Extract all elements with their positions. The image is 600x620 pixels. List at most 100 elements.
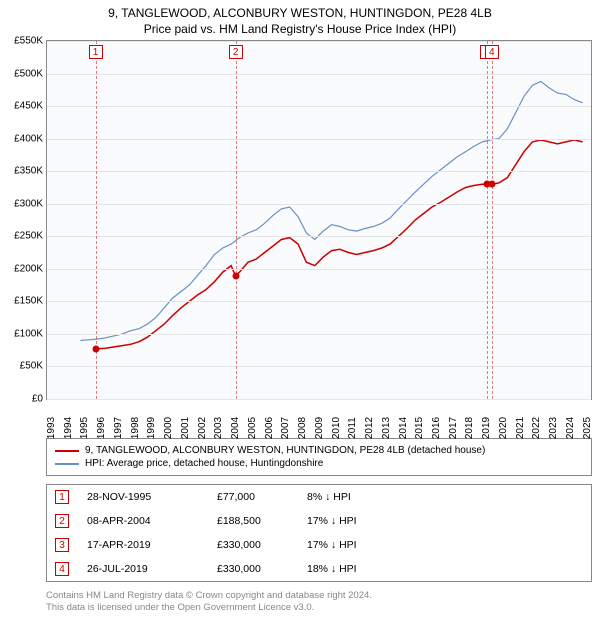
sale-price: £77,000 <box>217 491 307 503</box>
x-axis-label: 2016 <box>431 417 442 439</box>
x-axis-label: 2019 <box>481 417 492 439</box>
sale-diff: 17% ↓ HPI <box>307 539 583 551</box>
gridline <box>47 236 591 237</box>
plot-area: 1234 <box>47 41 591 399</box>
sale-row-number: 3 <box>55 538 69 552</box>
x-axis-label: 2015 <box>414 417 425 439</box>
y-axis-label: £100K <box>1 328 43 339</box>
x-axis-label: 2017 <box>448 417 459 439</box>
sale-marker-number: 1 <box>89 45 103 59</box>
legend-swatch <box>55 463 79 465</box>
gridline <box>47 171 591 172</box>
x-axis-label: 2018 <box>464 417 475 439</box>
sale-row-number: 4 <box>55 562 69 576</box>
y-axis-label: £150K <box>1 296 43 307</box>
x-axis-labels: 1993199419951996199719981999200020012002… <box>46 400 592 432</box>
y-axis-label: £500K <box>1 68 43 79</box>
y-axis-label: £200K <box>1 263 43 274</box>
y-axis-label: £450K <box>1 101 43 112</box>
footer-line: This data is licensed under the Open Gov… <box>46 602 592 614</box>
chart-title-address: 9, TANGLEWOOD, ALCONBURY WESTON, HUNTING… <box>0 0 600 20</box>
x-axis-label: 2002 <box>197 417 208 439</box>
sale-diff: 18% ↓ HPI <box>307 563 583 575</box>
x-axis-label: 1997 <box>113 417 124 439</box>
x-axis-label: 2009 <box>314 417 325 439</box>
y-axis-label: £300K <box>1 198 43 209</box>
x-axis-label: 2006 <box>264 417 275 439</box>
x-axis-label: 2004 <box>230 417 241 439</box>
legend-item: HPI: Average price, detached house, Hunt… <box>55 457 583 470</box>
chart-legend: 9, TANGLEWOOD, ALCONBURY WESTON, HUNTING… <box>46 438 592 476</box>
sale-marker-dot <box>488 181 495 188</box>
y-axis-label: £550K <box>1 36 43 47</box>
sale-date: 08-APR-2004 <box>87 515 217 527</box>
y-axis-label: £350K <box>1 166 43 177</box>
footer-attribution: Contains HM Land Registry data © Crown c… <box>46 590 592 615</box>
x-axis-label: 2024 <box>565 417 576 439</box>
footer-line: Contains HM Land Registry data © Crown c… <box>46 590 592 602</box>
x-axis-label: 1999 <box>146 417 157 439</box>
x-axis-label: 2022 <box>531 417 542 439</box>
x-axis-label: 2023 <box>548 417 559 439</box>
sale-marker-number: 4 <box>485 45 499 59</box>
sales-table: 128-NOV-1995£77,0008% ↓ HPI208-APR-2004£… <box>46 484 592 582</box>
legend-swatch <box>55 450 79 452</box>
x-axis-label: 2001 <box>180 417 191 439</box>
sale-row-number: 1 <box>55 490 69 504</box>
sale-marker-dot <box>232 273 239 280</box>
x-axis-label: 2013 <box>381 417 392 439</box>
sale-price: £330,000 <box>217 539 307 551</box>
x-axis-label: 1993 <box>46 417 57 439</box>
sale-date: 26-JUL-2019 <box>87 563 217 575</box>
x-axis-label: 2005 <box>247 417 258 439</box>
y-axis-label: £50K <box>1 361 43 372</box>
gridline <box>47 204 591 205</box>
gridline <box>47 334 591 335</box>
chart-title-subtitle: Price paid vs. HM Land Registry's House … <box>0 20 600 40</box>
sale-row: 317-APR-2019£330,00017% ↓ HPI <box>47 533 591 557</box>
x-axis-label: 1995 <box>79 417 90 439</box>
x-axis-label: 2008 <box>297 417 308 439</box>
legend-item: 9, TANGLEWOOD, ALCONBURY WESTON, HUNTING… <box>55 444 583 457</box>
x-axis-label: 1996 <box>96 417 107 439</box>
x-axis-label: 1998 <box>130 417 141 439</box>
x-axis-label: 1994 <box>63 417 74 439</box>
x-axis-label: 2021 <box>515 417 526 439</box>
y-axis-label: £0 <box>1 394 43 405</box>
sale-diff: 8% ↓ HPI <box>307 491 583 503</box>
gridline <box>47 139 591 140</box>
sale-marker-number: 2 <box>229 45 243 59</box>
x-axis-label: 2025 <box>582 417 593 439</box>
gridline <box>47 41 591 42</box>
gridline <box>47 106 591 107</box>
gridline <box>47 301 591 302</box>
x-axis-label: 2010 <box>331 417 342 439</box>
sale-marker-line <box>492 41 493 399</box>
gridline <box>47 269 591 270</box>
gridline <box>47 366 591 367</box>
sale-marker-line <box>487 41 488 399</box>
gridline <box>47 74 591 75</box>
chart-lines <box>47 41 591 399</box>
x-axis-label: 2000 <box>163 417 174 439</box>
sale-row-number: 2 <box>55 514 69 528</box>
chart-area: 1234 £0£50K£100K£150K£200K£250K£300K£350… <box>46 40 592 400</box>
legend-label: 9, TANGLEWOOD, ALCONBURY WESTON, HUNTING… <box>85 445 485 456</box>
sale-row: 4 26-JUL-2019£330,00018% ↓ HPI <box>47 557 591 581</box>
sale-marker-line <box>236 41 237 399</box>
x-axis-label: 2011 <box>347 417 358 439</box>
sale-marker-dot <box>92 345 99 352</box>
sale-row: 1 28-NOV-1995£77,0008% ↓ HPI <box>47 485 591 509</box>
x-axis-label: 2007 <box>280 417 291 439</box>
sale-price: £188,500 <box>217 515 307 527</box>
sale-diff: 17% ↓ HPI <box>307 515 583 527</box>
x-axis-label: 2003 <box>213 417 224 439</box>
y-axis-label: £250K <box>1 231 43 242</box>
x-axis-label: 2014 <box>398 417 409 439</box>
x-axis-label: 2012 <box>364 417 375 439</box>
x-axis-label: 2020 <box>498 417 509 439</box>
sale-row: 2 08-APR-2004£188,50017% ↓ HPI <box>47 509 591 533</box>
sale-price: £330,000 <box>217 563 307 575</box>
sale-date: 28-NOV-1995 <box>87 491 217 503</box>
y-axis-label: £400K <box>1 133 43 144</box>
